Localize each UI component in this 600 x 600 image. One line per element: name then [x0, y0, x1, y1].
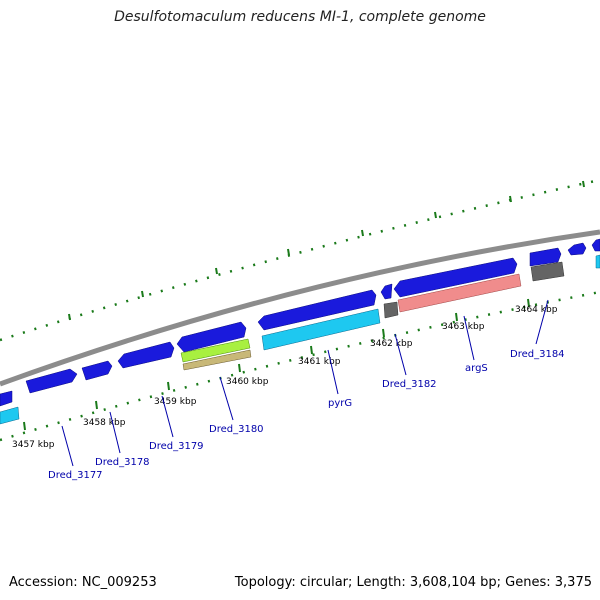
gene-arrow	[0, 390, 13, 407]
kbp-label: 3461 kbp	[298, 357, 341, 367]
gene-label: Dred_3184	[510, 349, 565, 360]
gene-arrow	[380, 283, 393, 300]
forward-strand-genes	[0, 238, 600, 407]
gene-label: Dred_3177	[48, 470, 103, 481]
gene-grey	[530, 261, 565, 282]
gene-label: Dred_3180	[209, 424, 264, 435]
gene-cyan	[595, 254, 600, 269]
genome-stats-label: Topology: circular; Length: 3,608,104 bp…	[234, 575, 592, 590]
gene-cyan	[0, 406, 20, 425]
gene-arrow	[81, 360, 113, 381]
kbp-labels: 3457 kbp 3458 kbp 3459 kbp 3460 kbp 3461…	[12, 305, 558, 450]
gene-green	[180, 338, 251, 363]
gene-cyan	[261, 308, 381, 351]
gene-arrow	[591, 238, 600, 252]
outer-major-ticks	[68, 180, 585, 321]
accession-label: Accession: NC_009253	[9, 575, 157, 590]
gene-label: pyrG	[328, 398, 352, 409]
gene-label: Dred_3182	[382, 379, 437, 390]
map-title: Desulfotomaculum reducens MI-1, complete…	[114, 9, 486, 25]
gene-arrow	[25, 368, 78, 394]
gene-arrow	[176, 321, 247, 353]
kbp-label: 3458 kbp	[83, 418, 126, 428]
gene-label: Dred_3179	[149, 441, 204, 452]
inner-major-ticks	[23, 298, 530, 431]
reverse-strand-genes	[0, 254, 600, 425]
outer-tick-ring	[0, 178, 600, 342]
gene-arrow	[117, 341, 175, 369]
gene-labels: Dred_3177 Dred_3178 Dred_3179 Dred_3180 …	[48, 349, 565, 481]
gene-arrow	[567, 242, 587, 256]
gene-arrow	[529, 247, 562, 267]
gene-salmon	[397, 273, 522, 313]
kbp-label: 3463 kbp	[442, 322, 485, 332]
kbp-label: 3457 kbp	[12, 440, 55, 450]
gene-grey	[383, 301, 399, 319]
gene-khaki	[182, 349, 252, 371]
kbp-label: 3459 kbp	[154, 397, 197, 407]
kbp-label: 3462 kbp	[370, 339, 413, 349]
genome-backbone	[0, 229, 600, 387]
gene-arrow	[393, 257, 518, 298]
gene-arrow	[257, 289, 377, 331]
gene-label-leaders	[61, 299, 549, 467]
kbp-label: 3460 kbp	[226, 377, 269, 387]
kbp-label: 3464 kbp	[515, 305, 558, 315]
gene-label: argS	[465, 363, 488, 374]
gene-label: Dred_3178	[95, 457, 150, 468]
